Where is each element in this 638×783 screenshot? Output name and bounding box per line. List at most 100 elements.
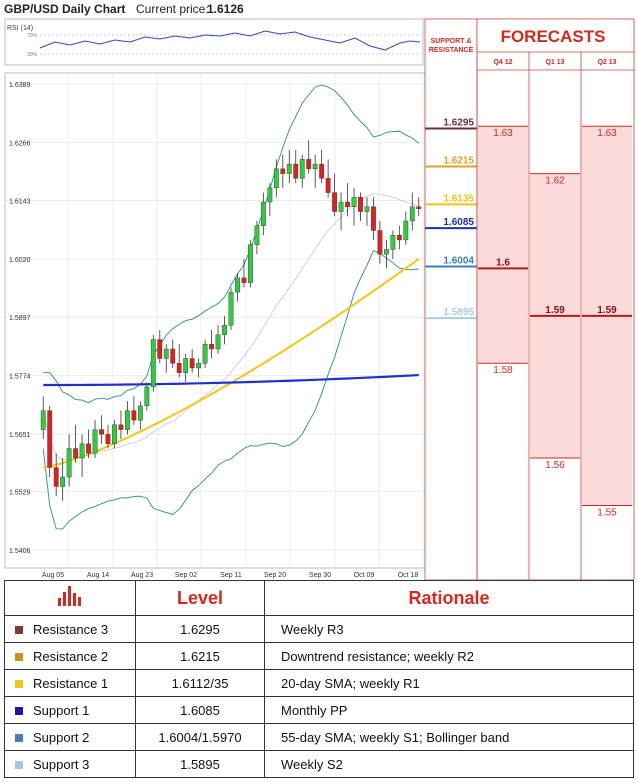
candle-down — [189, 358, 195, 369]
candle-down — [209, 344, 214, 350]
candle-up — [409, 206, 415, 222]
candle-down — [416, 206, 422, 209]
levels-table: Level Rationale Resistance 3 1.6295 Weekly… — [4, 580, 634, 778]
candle-down — [241, 277, 247, 283]
sr-level-label: 1.6135 — [443, 193, 474, 204]
sr-level-label: 1.6085 — [443, 217, 474, 228]
candle-down — [306, 159, 312, 170]
level-color-swatch — [15, 707, 23, 716]
price-axis: 1.6389 1.6266 1.6143 1.6020 1.5897 1.5774 1.56… — [9, 82, 31, 555]
price-value: 1.6126 — [207, 2, 244, 16]
candle-up — [79, 443, 85, 459]
candle-down — [47, 410, 53, 468]
candle-up — [150, 339, 156, 388]
level-rationale: Weekly R3 — [264, 615, 634, 643]
candle-down — [396, 235, 402, 241]
sr-header-1: SUPPORT & — [431, 38, 472, 45]
level-name-cell: Resistance 2 — [4, 642, 136, 670]
candle-up — [66, 448, 72, 478]
price-tick-label: 1.5529 — [9, 490, 31, 497]
candle-down — [345, 201, 350, 207]
level-name: Resistance 2 — [33, 648, 109, 664]
forecast-title: FORECASTS — [501, 27, 606, 46]
bollinger-upper — [43, 84, 420, 404]
candle-down — [176, 363, 182, 373]
candle-up — [40, 410, 46, 430]
price-tick-label: 1.5651 — [9, 432, 31, 439]
level-value: 1.6004/1.5970 — [135, 723, 265, 751]
candle-down — [53, 467, 59, 487]
date-tick-label: Aug 14 — [87, 572, 109, 579]
candle-down — [293, 163, 299, 179]
rsi-panel — [4, 18, 424, 66]
level-value: 1.6295 — [135, 615, 265, 643]
price-label: Current price: — [136, 2, 209, 16]
level-name-cell: Resistance 3 — [4, 615, 136, 643]
price-tick-label: 1.6389 — [9, 82, 31, 89]
price-tick-label: 1.6020 — [9, 257, 31, 264]
sr-level-label: 1.6004 — [443, 256, 474, 267]
sr-levels: 1.6295 1.6215 1.6135 1.6085 1.6004 1.5895 — [425, 118, 477, 320]
candle-down — [131, 410, 137, 421]
price-chart: GBP/USD Daily Chart Current price: 1.612… — [4, 2, 635, 580]
date-tick-label: Sep 20 — [264, 572, 286, 579]
table-row: Resistance 3 1.6295 Weekly R3 — [4, 615, 634, 643]
price-tick-label: 1.6143 — [9, 199, 31, 206]
level-name-cell: Support 3 — [4, 750, 136, 778]
candle-up — [383, 249, 389, 255]
price-tick-label: 1.5774 — [9, 374, 31, 381]
forecast-value-label: 1.59 — [545, 305, 565, 316]
level-color-swatch — [15, 626, 23, 635]
level-rationale: 55-day SMA; weekly S1; Bollinger band — [264, 723, 634, 751]
level-color-swatch — [15, 680, 23, 689]
level-rationale: 20-day SMA; weekly R1 — [264, 669, 634, 697]
level-header: Level — [135, 580, 265, 616]
candle-down — [118, 424, 124, 430]
level-name-cell: Support 2 — [4, 723, 136, 751]
candle-up — [183, 358, 189, 373]
candle-up — [273, 168, 279, 189]
candle-down — [99, 429, 104, 435]
price-tick-label: 1.5897 — [9, 315, 31, 322]
forecast-range-box — [478, 126, 528, 364]
bar-chart-icon — [58, 585, 81, 606]
date-tick-label: Oct 18 — [398, 572, 419, 579]
candle-down — [73, 448, 79, 459]
sr-level-label: 1.6295 — [443, 118, 474, 129]
candle-up — [222, 325, 227, 335]
date-tick-label: Sep 02 — [175, 572, 197, 579]
forecast-value-label: 1.63 — [493, 128, 513, 139]
level-value: 1.6085 — [135, 696, 265, 724]
level-name: Resistance 1 — [33, 675, 109, 691]
candle-up — [390, 235, 396, 250]
candle-up — [196, 363, 202, 369]
date-axis: Aug 05 Aug 14 Aug 23 Sep 02 Sep 11 Sep 20 Sep … — [42, 572, 419, 579]
table-row: Resistance 2 1.6215 Downtrend resistance; … — [4, 642, 634, 670]
level-name: Support 1 — [33, 702, 90, 718]
level-color-swatch — [15, 734, 23, 743]
rsi-label: RSI (14) — [7, 25, 33, 32]
candle-up — [92, 429, 98, 454]
candle-up — [60, 476, 66, 487]
rsi-30-label: 30% — [27, 52, 38, 58]
candle-up — [137, 405, 143, 421]
candle-up — [228, 291, 234, 326]
forecast-value-label: 1.63 — [597, 128, 617, 139]
level-rationale: Monthly PP — [264, 696, 634, 724]
candle-down — [319, 163, 325, 179]
candle-down — [86, 443, 91, 454]
date-tick-label: Sep 30 — [309, 572, 331, 579]
level-rationale: Downtrend resistance; weekly R2 — [264, 642, 634, 670]
table-row: Support 2 1.6004/1.5970 55-day SMA; weekly… — [4, 723, 634, 751]
chart-title: GBP/USD Daily Chart — [4, 2, 125, 16]
level-name: Resistance 3 — [33, 621, 109, 637]
date-tick-label: Aug 23 — [131, 572, 153, 579]
level-color-swatch — [15, 761, 23, 770]
candle-up — [351, 197, 357, 207]
candle-up — [299, 159, 305, 179]
candle-up — [163, 348, 169, 359]
level-name: Support 3 — [33, 756, 90, 772]
forecast-value-label: 1.62 — [545, 176, 565, 187]
sr-header-2: RESISTANCE — [429, 47, 474, 54]
candle-up — [125, 410, 130, 430]
